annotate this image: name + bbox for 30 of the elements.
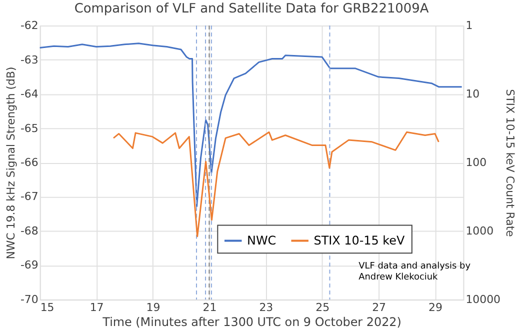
- y-tick-label: -62: [20, 19, 38, 32]
- x-tick-label: 25: [316, 300, 330, 314]
- chart-title: Comparison of VLF and Satellite Data for GRB221009A: [74, 2, 429, 17]
- y2-tick-label: 10: [466, 88, 480, 101]
- y2-tick-label: 1000: [466, 224, 494, 238]
- y-tick-label: -64: [20, 88, 38, 101]
- legend-label: STIX 10-15 keV: [314, 234, 406, 248]
- y-tick-label: -63: [20, 53, 38, 66]
- y-tick-label: -65: [20, 122, 38, 135]
- line-series: [39, 42, 463, 208]
- x-axis-title: Time (Minutes after 1300 UTC on 9 October 2022): [102, 314, 402, 329]
- x-tick-label: 19: [146, 300, 160, 314]
- x-tick-label: 15: [40, 300, 54, 314]
- y-tick-label: -67: [20, 190, 38, 204]
- y-tick-label: -66: [20, 156, 38, 169]
- y2-tick-label: 10000: [466, 292, 501, 306]
- y2-tick-label: 100: [466, 156, 487, 169]
- y2-axis-title: STIX 10-15 keV Count Rate: [504, 89, 517, 238]
- y2-tick-label: 1: [466, 19, 473, 32]
- annotation: VLF data and analysis by Andrew Klekociuk: [358, 262, 472, 283]
- x-tick-label: 29: [428, 300, 442, 314]
- x-tick-label: 27: [372, 300, 386, 314]
- x-tick-label: 17: [90, 300, 104, 314]
- x-tick-label: 21: [202, 300, 217, 314]
- y-tick-label: -70: [20, 292, 38, 306]
- y-tick-label: -68: [20, 224, 38, 238]
- x-tick-label: 23: [259, 300, 274, 314]
- y-tick-label: -69: [20, 258, 38, 272]
- y-axis-title: NWC 19.8 kHz Signal Strength (dB): [4, 66, 18, 260]
- legend-label: NWC: [247, 234, 276, 248]
